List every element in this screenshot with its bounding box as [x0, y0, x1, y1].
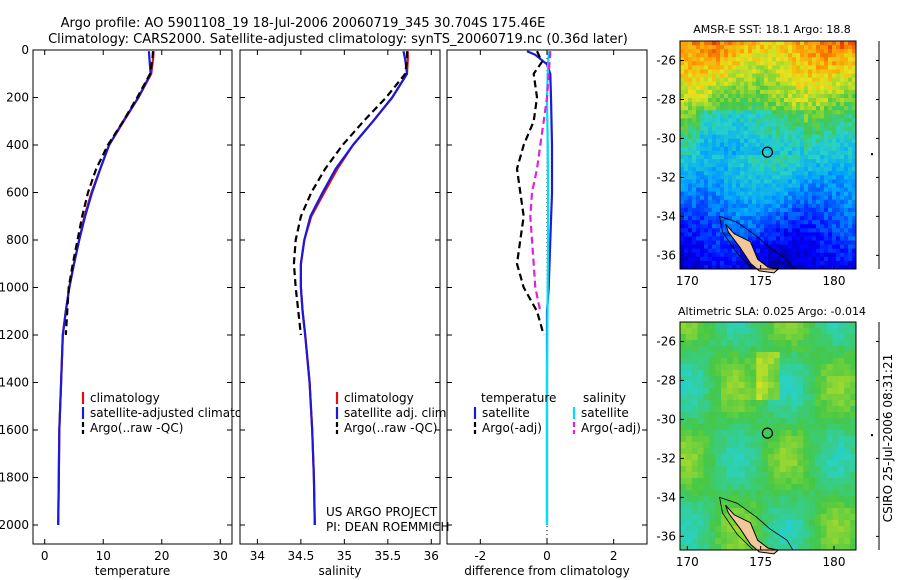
legend-title-temperature: temperature [481, 391, 556, 405]
salinity-xtick-label: 35 [337, 549, 352, 563]
figure-title-line1: Argo profile: AO 5901108_19 18-Jul-2006 … [61, 16, 546, 31]
sst-map-land [725, 223, 780, 274]
temperature-ytick-label: 800 [6, 233, 29, 247]
difference-legend-label: satellite [581, 406, 629, 420]
salinity-xtick-label: 34 [250, 549, 265, 563]
sst-map-ytick-label: -36 [656, 248, 676, 262]
difference-series-temperature-argo-adj- [515, 50, 545, 336]
salinity-series-argo-raw-qc- [292, 51, 409, 336]
temperature-ytick-label: 600 [6, 186, 29, 200]
temperature-ytick-label: 200 [6, 91, 29, 105]
figure-title-line2: Climatology: CARS2000. Satellite-adjuste… [48, 32, 628, 47]
sla-map-xtick-label: 175 [749, 555, 772, 569]
sst-map-ytick-label: -28 [656, 92, 676, 106]
difference-xtick-label: 2 [610, 549, 618, 563]
project-label: US ARGO PROJECT [326, 505, 438, 519]
temperature-xtick-label: 20 [154, 549, 169, 563]
sla-map-land [725, 504, 780, 555]
temperature-panel: 0 10 20 30 0 200 400 600 800 1000 1200 1400 1600 1800… [0, 43, 268, 578]
sla-map-panel: Altimetric SLA: 0.025 Argo: -0.014 170 175… [656, 305, 880, 569]
sst-map-field-cells [680, 41, 857, 270]
sla-map-side-marker [870, 433, 874, 437]
sla-map-ytick-label: -32 [656, 451, 676, 465]
sst-map-argo-float-marker [761, 146, 774, 158]
sla-map-xtick-label: 180 [823, 555, 846, 569]
sla-map-ytick-label: -34 [656, 490, 676, 504]
salinity-series-group [292, 50, 409, 526]
sla-map-ytick-label: -30 [656, 412, 676, 426]
sst-map-ytick-label: -32 [656, 170, 676, 184]
temperature-ytick-label: 1200 [0, 328, 29, 342]
sla-map-bathymetry-contour [719, 496, 794, 551]
difference-legend-label: satellite [482, 406, 530, 420]
temperature-xtick-label: 10 [96, 549, 111, 563]
temperature-xtick-label: 30 [213, 549, 228, 563]
difference-legend-label: Argo(-adj) [482, 421, 542, 435]
temperature-ytick-label: 400 [6, 138, 29, 152]
difference-legend-label: Argo(-adj) [581, 421, 641, 435]
salinity-xtick-label: 35.5 [374, 549, 401, 563]
difference-xlabel: difference from climatology [464, 564, 630, 578]
temperature-frame [32, 49, 233, 545]
difference-xtick-label: 0 [543, 549, 551, 563]
sla-map-ytick-label: -26 [656, 334, 676, 348]
temperature-ytick-label: 1800 [0, 471, 29, 485]
sla-map-field-cells [680, 322, 857, 551]
temperature-ytick-label: 0 [21, 43, 29, 57]
difference-series-group [515, 50, 554, 525]
salinity-series-satellite-adj-clim- [299, 50, 409, 526]
sst-map-xtick-label: 175 [749, 274, 772, 288]
difference-xtick-label: -2 [474, 549, 486, 563]
legend-title-salinity: salinity [583, 391, 626, 405]
temperature-series-argo-raw-qc- [64, 51, 155, 336]
temperature-legend-label: satellite-adjusted climatology [90, 406, 268, 420]
timestamp-label: CSIRO 25-Jul-2006 08:31:21 [881, 354, 895, 522]
salinity-frame [239, 49, 441, 545]
sla-map-ytick-label: -28 [656, 373, 676, 387]
sst-map-bathymetry-contour [719, 215, 794, 270]
salinity-xtick-label: 34.5 [288, 549, 315, 563]
sst-map-ytick-label: -26 [656, 53, 676, 67]
sla-map-xtick-label: 170 [676, 555, 699, 569]
temperature-ytick-label: 1400 [0, 376, 29, 390]
salinity-legend-label: satellite adj. clim. [344, 406, 450, 420]
sla-map-argo-float-marker [761, 427, 774, 439]
temperature-legend-label: Argo(..raw -QC) [90, 421, 183, 435]
sst-map-ytick-label: -30 [656, 131, 676, 145]
salinity-xlabel: salinity [318, 564, 361, 578]
pi-label: PI: DEAN ROEMMICH [326, 520, 449, 534]
sst-map-ytick-label: -34 [656, 209, 676, 223]
salinity-panel: 34 34.5 35 35.5 36 salinity climatologysatelli… [239, 49, 450, 578]
sst-map-side-marker [870, 152, 874, 156]
sla-map-title: Altimetric SLA: 0.025 Argo: -0.014 [678, 305, 866, 318]
temperature-xtick-label: 0 [41, 549, 49, 563]
temperature-legend-label: climatology [90, 391, 160, 405]
temperature-ytick-label: 1600 [0, 423, 29, 437]
sst-map-title: AMSR-E SST: 18.1 Argo: 18.8 [693, 23, 851, 36]
map-panels: AMSR-E SST: 18.1 Argo: 18.8 170 175 180 -26 -… [656, 23, 880, 569]
sla-map-ytick-label: -36 [656, 529, 676, 543]
sst-map-panel: AMSR-E SST: 18.1 Argo: 18.8 170 175 180 -26 -… [656, 23, 880, 288]
temperature-series-group [57, 51, 155, 526]
salinity-xtick-label: 36 [424, 549, 439, 563]
temperature-xlabel: temperature [95, 564, 170, 578]
sst-map-xtick-label: 170 [676, 274, 699, 288]
salinity-legend-label: Argo(..raw -QC) [344, 421, 437, 435]
sst-map-frame [679, 40, 857, 270]
sla-map-frame [679, 321, 857, 551]
temperature-ytick-label: 2000 [0, 518, 29, 532]
profile-plots: 0 10 20 30020040060080010001200140016001800… [0, 43, 648, 578]
temperature-ytick-label: 1000 [0, 281, 29, 295]
sst-map-xtick-label: 180 [823, 274, 846, 288]
salinity-legend-label: climatology [344, 391, 414, 405]
